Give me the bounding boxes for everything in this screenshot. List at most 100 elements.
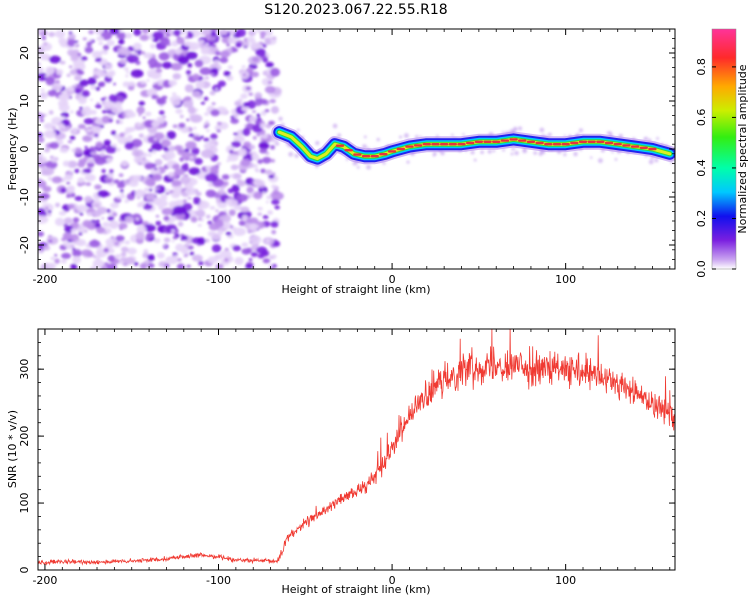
- noise-blob: [186, 264, 191, 268]
- spectrogram-xtick-label: 100: [555, 273, 576, 286]
- noise-blob: [66, 185, 75, 194]
- noise-blob: [96, 102, 100, 105]
- noise-blob: [219, 57, 229, 64]
- noise-blob: [197, 39, 205, 45]
- noise-blob: [197, 237, 206, 246]
- noise-blob: [72, 217, 80, 223]
- noise-blob: [145, 193, 156, 201]
- noise-blob: [171, 191, 181, 199]
- noise-blob: [38, 179, 47, 188]
- noise-blob: [269, 67, 281, 77]
- noise-blob: [140, 80, 146, 85]
- noise-blob: [70, 263, 78, 269]
- noise-blob: [84, 174, 96, 182]
- noise-blob: [68, 65, 73, 69]
- noise-blob: [124, 240, 131, 245]
- noise-blob: [43, 41, 48, 46]
- spectrogram-marks: [38, 29, 675, 269]
- noise-blob: [101, 168, 106, 174]
- noise-blob: [199, 200, 207, 206]
- noise-blob: [240, 158, 251, 167]
- noise-blob: [67, 86, 75, 92]
- noise-blob: [271, 184, 277, 189]
- speckle: [473, 158, 477, 162]
- noise-blob: [156, 98, 164, 104]
- noise-blob: [163, 150, 176, 160]
- noise-blob: [79, 212, 84, 216]
- noise-blob: [240, 206, 250, 213]
- noise-blob: [142, 116, 146, 119]
- noise-blob: [122, 81, 130, 88]
- noise-blob: [192, 73, 200, 81]
- colorbar-frame: [711, 28, 737, 270]
- noise-blob: [176, 36, 185, 45]
- noise-blob: [119, 132, 125, 138]
- noise-blob: [226, 159, 230, 163]
- noise-blob: [106, 157, 113, 163]
- colorbar-tick-label: 0.2: [695, 210, 708, 228]
- noise-blob: [215, 51, 221, 56]
- speckle: [432, 154, 436, 157]
- noise-blob: [102, 109, 107, 114]
- noise-blob: [156, 252, 165, 259]
- noise-blob: [193, 136, 196, 139]
- noise-blob: [216, 121, 222, 126]
- colorbar-ticks: 0.0 0.2 0.4 0.6 0.8: [695, 58, 736, 278]
- noise-blob: [138, 113, 142, 117]
- spectrogram-xtick-label: -200: [32, 273, 57, 286]
- noise-blob: [90, 210, 102, 218]
- noise-blob: [270, 145, 275, 150]
- noise-blob: [81, 90, 90, 98]
- colorbar-tick-label: 0.6: [695, 109, 708, 127]
- noise-blob: [139, 262, 148, 269]
- noise-blob: [144, 187, 150, 193]
- noise-blob: [207, 230, 215, 237]
- noise-blob: [218, 30, 226, 35]
- noise-blob: [191, 254, 203, 262]
- noise-blob: [171, 98, 181, 106]
- noise-blob: [186, 118, 190, 122]
- snr-ytick-label: 300: [18, 359, 31, 380]
- noise-blob: [234, 135, 242, 141]
- noise-blob: [126, 134, 133, 141]
- noise-blob: [260, 133, 269, 139]
- speckle: [363, 135, 367, 139]
- noise-blob: [106, 71, 114, 79]
- noise-blob: [49, 142, 60, 149]
- noise-blob: [229, 174, 235, 178]
- noise-blob: [85, 182, 92, 186]
- noise-blob: [223, 70, 231, 77]
- noise-blob: [77, 225, 86, 234]
- noise-blob: [227, 36, 238, 44]
- noise-blob: [183, 96, 192, 102]
- noise-blob: [81, 108, 93, 117]
- noise-blob: [50, 256, 56, 261]
- noise-blob: [99, 81, 106, 87]
- noise-blob: [225, 198, 232, 204]
- noise-blob: [101, 149, 106, 153]
- noise-blob: [46, 212, 52, 217]
- speckle: [399, 135, 403, 139]
- noise-blob: [127, 85, 135, 91]
- noise-blob: [259, 123, 266, 129]
- snr-ticks: -200 -100 0 100 0 100 200 300: [18, 328, 675, 587]
- noise-blob: [137, 202, 142, 208]
- noise-blob: [135, 231, 145, 241]
- noise-blob: [250, 71, 260, 78]
- speckle: [597, 158, 603, 164]
- noise-blob: [227, 153, 239, 162]
- noise-blob: [119, 260, 124, 265]
- noise-blob: [271, 229, 277, 235]
- speckle: [356, 165, 360, 169]
- noise-blob: [47, 210, 52, 213]
- noise-blob: [72, 247, 76, 251]
- speckle: [513, 126, 518, 132]
- noise-blob: [87, 77, 97, 86]
- noise-blob: [254, 92, 263, 100]
- noise-blob: [217, 230, 224, 236]
- noise-blob: [180, 235, 188, 241]
- noise-blob: [178, 122, 186, 129]
- noise-blob: [214, 254, 224, 261]
- noise-blob: [217, 193, 222, 197]
- snr-xtick-label: -100: [206, 574, 231, 587]
